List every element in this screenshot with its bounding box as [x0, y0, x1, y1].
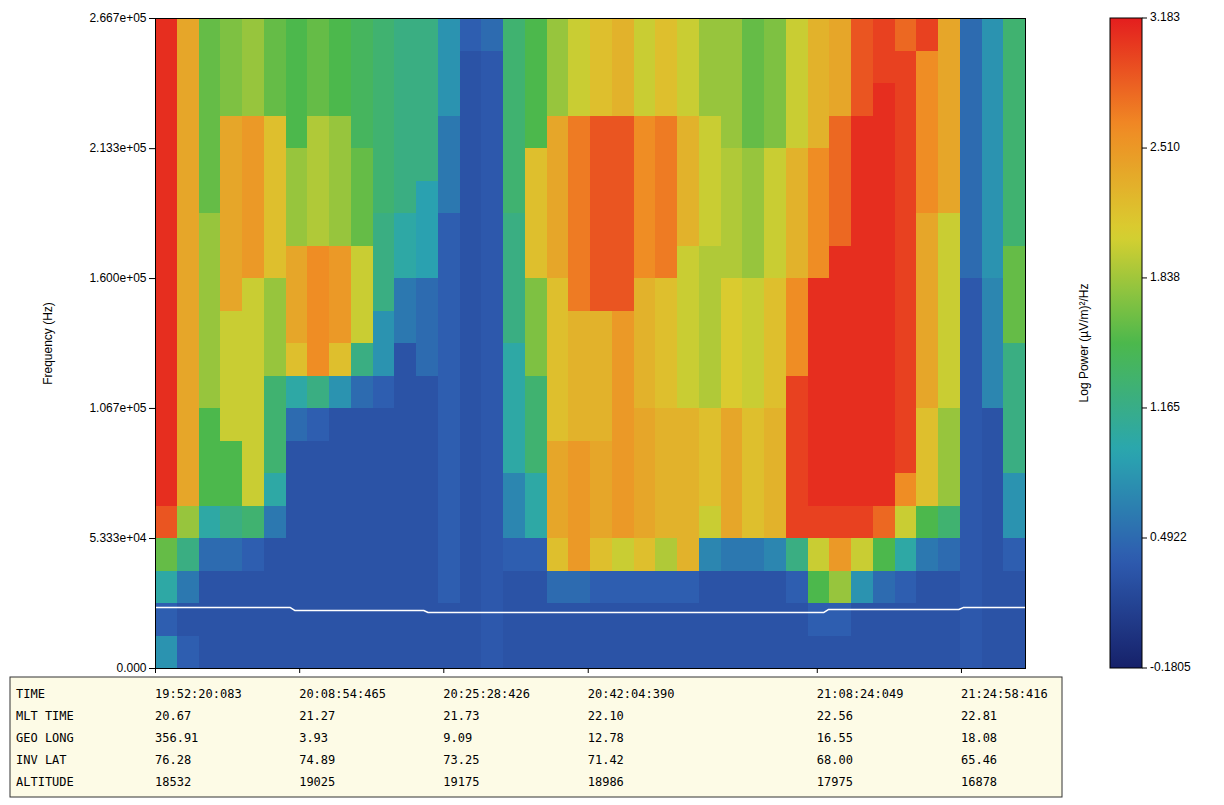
- svg-text:22.10: 22.10: [588, 709, 624, 723]
- svg-text:1.067e+05: 1.067e+05: [89, 401, 146, 415]
- svg-text:18986: 18986: [588, 775, 624, 789]
- svg-text:1.600e+05: 1.600e+05: [89, 271, 146, 285]
- svg-text:INV LAT: INV LAT: [16, 753, 67, 767]
- svg-text:18532: 18532: [155, 775, 191, 789]
- svg-text:-0.1805: -0.1805: [1150, 660, 1191, 674]
- svg-text:2.667e+05: 2.667e+05: [89, 11, 146, 25]
- svg-text:71.42: 71.42: [588, 753, 624, 767]
- svg-text:2.133e+05: 2.133e+05: [89, 141, 146, 155]
- svg-text:GEO LONG: GEO LONG: [16, 731, 74, 745]
- svg-text:1.838: 1.838: [1150, 270, 1180, 284]
- svg-text:16.55: 16.55: [817, 731, 853, 745]
- svg-text:18.08: 18.08: [961, 731, 997, 745]
- svg-text:TIME: TIME: [16, 687, 45, 701]
- svg-text:21.27: 21.27: [299, 709, 335, 723]
- svg-text:356.91: 356.91: [155, 731, 198, 745]
- svg-text:Log Power (µV/m)²/Hz: Log Power (µV/m)²/Hz: [1077, 284, 1091, 403]
- svg-text:17975: 17975: [817, 775, 853, 789]
- svg-text:MLT TIME: MLT TIME: [16, 709, 74, 723]
- svg-text:19175: 19175: [443, 775, 479, 789]
- svg-text:2.510: 2.510: [1150, 140, 1180, 154]
- svg-text:20:25:28:426: 20:25:28:426: [443, 687, 530, 701]
- svg-text:68.00: 68.00: [817, 753, 853, 767]
- svg-text:9.09: 9.09: [443, 731, 472, 745]
- svg-text:16878: 16878: [961, 775, 997, 789]
- svg-text:21:08:24:049: 21:08:24:049: [817, 687, 904, 701]
- svg-text:19:52:20:083: 19:52:20:083: [155, 687, 242, 701]
- svg-text:76.28: 76.28: [155, 753, 191, 767]
- svg-text:1.165: 1.165: [1150, 400, 1180, 414]
- svg-text:65.46: 65.46: [961, 753, 997, 767]
- svg-text:73.25: 73.25: [443, 753, 479, 767]
- svg-text:0.4922: 0.4922: [1150, 530, 1187, 544]
- svg-text:20:42:04:390: 20:42:04:390: [588, 687, 675, 701]
- svg-text:3.183: 3.183: [1150, 10, 1180, 24]
- svg-text:0.000: 0.000: [116, 661, 146, 675]
- svg-text:ALTITUDE: ALTITUDE: [16, 775, 74, 789]
- svg-text:3.93: 3.93: [299, 731, 328, 745]
- svg-text:22.56: 22.56: [817, 709, 853, 723]
- svg-text:20:08:54:465: 20:08:54:465: [299, 687, 386, 701]
- svg-text:12.78: 12.78: [588, 731, 624, 745]
- svg-text:22.81: 22.81: [961, 709, 997, 723]
- svg-text:19025: 19025: [299, 775, 335, 789]
- svg-text:5.333e+04: 5.333e+04: [89, 531, 146, 545]
- svg-text:Frequency (Hz): Frequency (Hz): [41, 302, 55, 385]
- svg-text:74.89: 74.89: [299, 753, 335, 767]
- svg-text:21.73: 21.73: [443, 709, 479, 723]
- svg-text:21:24:58:416: 21:24:58:416: [961, 687, 1048, 701]
- svg-text:20.67: 20.67: [155, 709, 191, 723]
